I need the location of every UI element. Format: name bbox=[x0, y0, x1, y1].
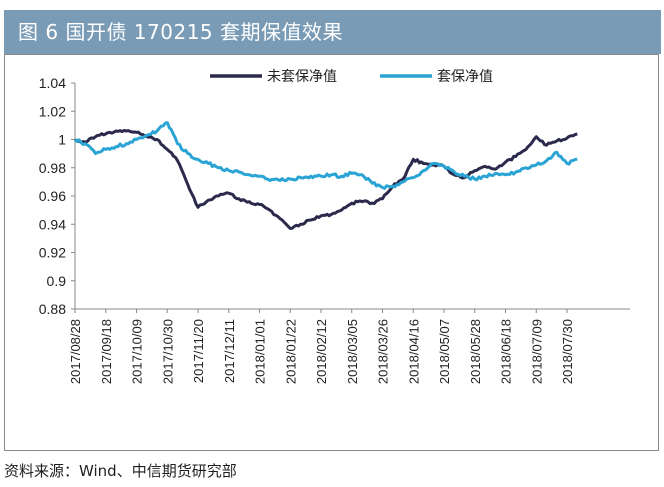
y-tick-label: 0.98 bbox=[39, 160, 66, 176]
x-tick-label: 2018/04/16 bbox=[406, 319, 421, 384]
series-line-2 bbox=[73, 121, 578, 190]
x-tick-label: 2018/01/22 bbox=[283, 319, 298, 384]
x-tick-label: 2018/02/12 bbox=[314, 319, 329, 384]
y-tick-label: 1 bbox=[58, 132, 66, 148]
x-tick-label: 2017/09/18 bbox=[99, 319, 114, 384]
x-tick-label: 2018/07/09 bbox=[529, 319, 544, 384]
y-tick-label: 1.04 bbox=[39, 75, 66, 91]
series-line-1 bbox=[74, 128, 578, 230]
x-tick-label: 2017/12/11 bbox=[222, 319, 237, 383]
line-chart: 0.88 0.9 0.92 0.94 0.96 0.98 1 1.02 1.04 2017/08/… bbox=[39, 68, 630, 384]
title-bar: 图 6 国开债 170215 套期保值效果 bbox=[4, 10, 661, 54]
legend-label-1: 未套保净值 bbox=[267, 68, 337, 84]
y-tick-label: 0.9 bbox=[47, 273, 67, 289]
chart-area: 0.88 0.9 0.92 0.94 0.96 0.98 1 1.02 1.04 2017/08/… bbox=[4, 54, 659, 451]
y-tick-label: 0.94 bbox=[39, 216, 66, 232]
y-tick-label: 1.02 bbox=[39, 103, 66, 119]
x-tick-label: 2017/10/30 bbox=[160, 319, 175, 384]
x-tick-label: 2018/03/05 bbox=[345, 319, 360, 384]
figure-title: 图 6 国开债 170215 套期保值效果 bbox=[18, 20, 344, 44]
x-tick-label: 2017/11/20 bbox=[191, 319, 206, 383]
x-tick-label: 2018/01/01 bbox=[253, 319, 268, 384]
source-note: 资料来源：Wind、中信期货研究部 bbox=[4, 462, 237, 480]
x-tick-label: 2018/06/18 bbox=[499, 319, 514, 384]
y-tick-label: 0.88 bbox=[39, 301, 66, 317]
x-tick-label: 2018/03/26 bbox=[376, 319, 391, 384]
y-tick-label: 0.92 bbox=[39, 245, 66, 261]
x-tick-label: 2018/05/07 bbox=[437, 319, 452, 384]
legend-label-2: 套保净值 bbox=[437, 68, 493, 84]
x-tick-label: 2017/10/09 bbox=[130, 319, 145, 384]
x-tick-label: 2017/08/28 bbox=[68, 319, 83, 384]
x-tick-label: 2018/05/28 bbox=[468, 319, 483, 384]
x-tick-label: 2018/07/30 bbox=[560, 319, 575, 384]
y-tick-label: 0.96 bbox=[39, 188, 66, 204]
